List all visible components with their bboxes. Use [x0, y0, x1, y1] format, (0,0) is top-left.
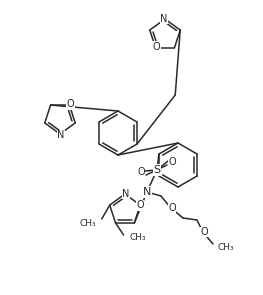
Text: O: O	[136, 200, 144, 210]
Text: CH₃: CH₃	[79, 219, 96, 227]
Text: N: N	[143, 187, 151, 197]
Text: O: O	[168, 157, 176, 167]
Text: S: S	[153, 165, 160, 175]
Text: CH₃: CH₃	[130, 233, 146, 242]
Text: CH₃: CH₃	[218, 242, 235, 252]
Text: O: O	[67, 99, 74, 109]
Text: N: N	[160, 14, 168, 24]
Text: O: O	[200, 227, 208, 237]
Text: O: O	[137, 167, 145, 177]
Text: O: O	[153, 42, 160, 52]
Text: O: O	[168, 203, 176, 213]
Text: N: N	[122, 189, 130, 199]
Text: N: N	[57, 130, 65, 140]
